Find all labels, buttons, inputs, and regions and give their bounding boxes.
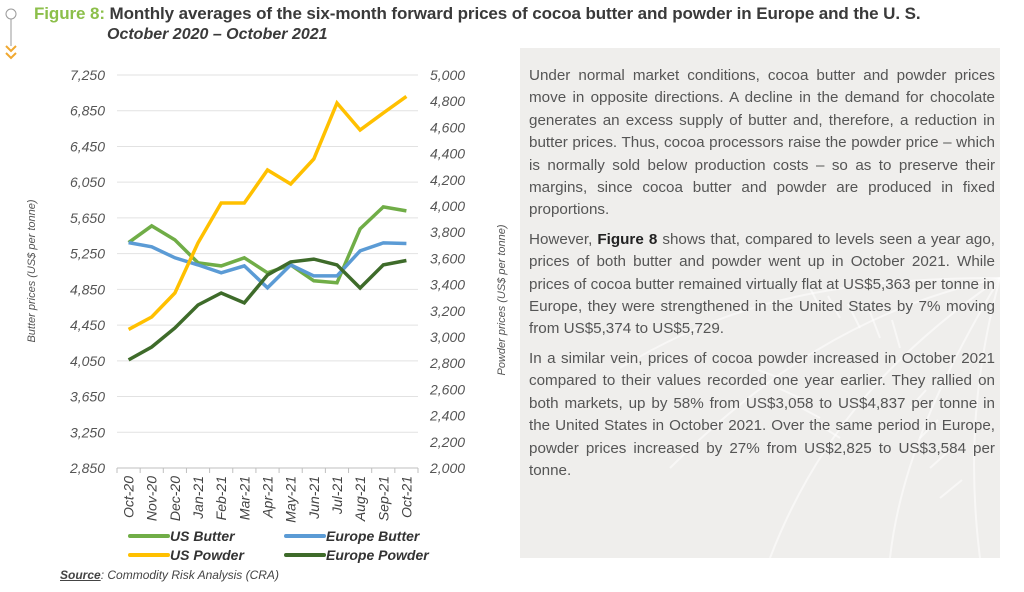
y-axis-right: 5,000 4,800 4,600 4,400 4,200 4,000 3,800 3,600… xyxy=(429,67,465,476)
y2-tick-label: 5,000 xyxy=(430,67,465,83)
y2-tick-label: 2,600 xyxy=(429,381,465,397)
y2-tick-label: 2,200 xyxy=(429,434,465,450)
figure-subtitle: October 2020 – October 2021 xyxy=(107,26,328,43)
x-tick-label: Feb-21 xyxy=(213,476,229,520)
x-tick-label: Apr-21 xyxy=(260,476,276,519)
paragraph-2: However, Figure 8 shows that, compared t… xyxy=(529,229,995,341)
x-tick-label: Oct-21 xyxy=(398,476,414,518)
y2-tick-label: 2,000 xyxy=(429,460,465,476)
y-tick-label: 2,850 xyxy=(69,460,105,476)
x-tick-label: May-21 xyxy=(283,476,299,523)
x-tick-label: Sep-21 xyxy=(375,476,391,521)
y-tick-label: 5,650 xyxy=(70,210,105,226)
paragraph-2-body: shows that, compared to levels seen a ye… xyxy=(529,230,996,338)
leaf-watermark-icon xyxy=(619,277,1000,558)
y2-tick-label: 4,400 xyxy=(430,146,465,162)
x-axis: Oct-20 Nov-20 Dec-20 Jan-21 Feb-21 Mar-21 Apr-… xyxy=(116,467,419,523)
y2-tick-label: 4,000 xyxy=(430,198,465,214)
y2-tick-label: 2,400 xyxy=(429,408,465,424)
x-tick-label: Dec-20 xyxy=(167,476,183,521)
y-axis-left-title: Butter prices (US$ per tonne) xyxy=(26,199,38,342)
series-line-europe-butter xyxy=(128,240,407,291)
y2-tick-label: 3,000 xyxy=(430,329,465,345)
source-note: Source: Commodity Risk Analysis (CRA) xyxy=(60,568,279,582)
legend: US Butter Europe Butter US Powder Europe Po… xyxy=(128,528,430,563)
legend-label: Europe Powder xyxy=(326,547,430,563)
y-tick-label: 6,850 xyxy=(70,103,105,119)
legend-label: US Butter xyxy=(170,528,236,544)
y-tick-label: 4,450 xyxy=(70,317,105,333)
x-tick-label: Jul-21 xyxy=(329,476,345,515)
y-tick-label: 4,850 xyxy=(70,281,105,297)
y-axis-right-title: Powder prices (US$ per tonne) xyxy=(496,224,508,375)
commentary-panel: Under normal market conditions, cocoa bu… xyxy=(520,48,1000,558)
source-text: : Commodity Risk Analysis (CRA) xyxy=(100,568,279,582)
series-line-europe-powder xyxy=(127,257,407,362)
y-tick-label: 5,250 xyxy=(70,246,105,262)
y2-tick-label: 3,400 xyxy=(430,277,465,293)
y2-tick-label: 4,200 xyxy=(430,172,465,188)
source-label: Source xyxy=(60,568,101,582)
y-tick-label: 7,250 xyxy=(70,67,105,83)
gridlines xyxy=(117,74,418,433)
commentary-text: Under normal market conditions, cocoa bu… xyxy=(529,65,995,489)
y-tick-label: 3,650 xyxy=(70,389,105,405)
y2-tick-label: 4,600 xyxy=(430,119,465,135)
paragraph-1: Under normal market conditions, cocoa bu… xyxy=(529,67,995,219)
y-tick-label: 3,250 xyxy=(70,424,105,440)
y2-tick-label: 3,200 xyxy=(430,303,465,319)
x-tick-label: Oct-20 xyxy=(121,476,137,518)
x-tick-label: Mar-21 xyxy=(236,476,252,520)
y-axis-left: 7,250 6,850 6,450 6,050 5,650 5,250 4,850 4,450… xyxy=(69,67,105,476)
line-chart: 7,250 6,850 6,450 6,050 5,650 5,250 4,850 4,450… xyxy=(26,67,508,563)
legend-label: US Powder xyxy=(170,547,245,563)
x-tick-label: Jun-21 xyxy=(306,476,322,520)
y2-tick-label: 2,800 xyxy=(429,355,465,371)
series-line-us-butter xyxy=(127,205,407,285)
series-lines xyxy=(127,94,408,362)
figure-marker-icon xyxy=(5,8,17,60)
y-tick-label: 6,050 xyxy=(70,174,105,190)
y-tick-label: 6,450 xyxy=(70,138,105,154)
y2-tick-label: 3,800 xyxy=(430,224,465,240)
x-tick-label: Nov-20 xyxy=(144,476,160,521)
figure-title-text: Monthly averages of the six-month forwar… xyxy=(109,4,921,23)
legend-label: Europe Butter xyxy=(326,528,421,544)
figure-label: Figure 8: xyxy=(34,4,105,23)
series-line-us-powder xyxy=(127,94,408,331)
paragraph-3: In a similar vein, prices of cocoa powde… xyxy=(529,349,995,479)
figure-reference: Figure 8 xyxy=(597,230,658,248)
y2-tick-label: 3,600 xyxy=(430,250,465,266)
x-tick-label: Aug-21 xyxy=(352,476,368,522)
y2-tick-label: 4,800 xyxy=(430,93,465,109)
x-tick-label: Jan-21 xyxy=(190,476,206,520)
figure-title: Figure 8: Monthly averages of the six-mo… xyxy=(34,4,921,24)
y-tick-label: 4,050 xyxy=(70,353,105,369)
paragraph-2-lead: However, xyxy=(529,230,598,248)
